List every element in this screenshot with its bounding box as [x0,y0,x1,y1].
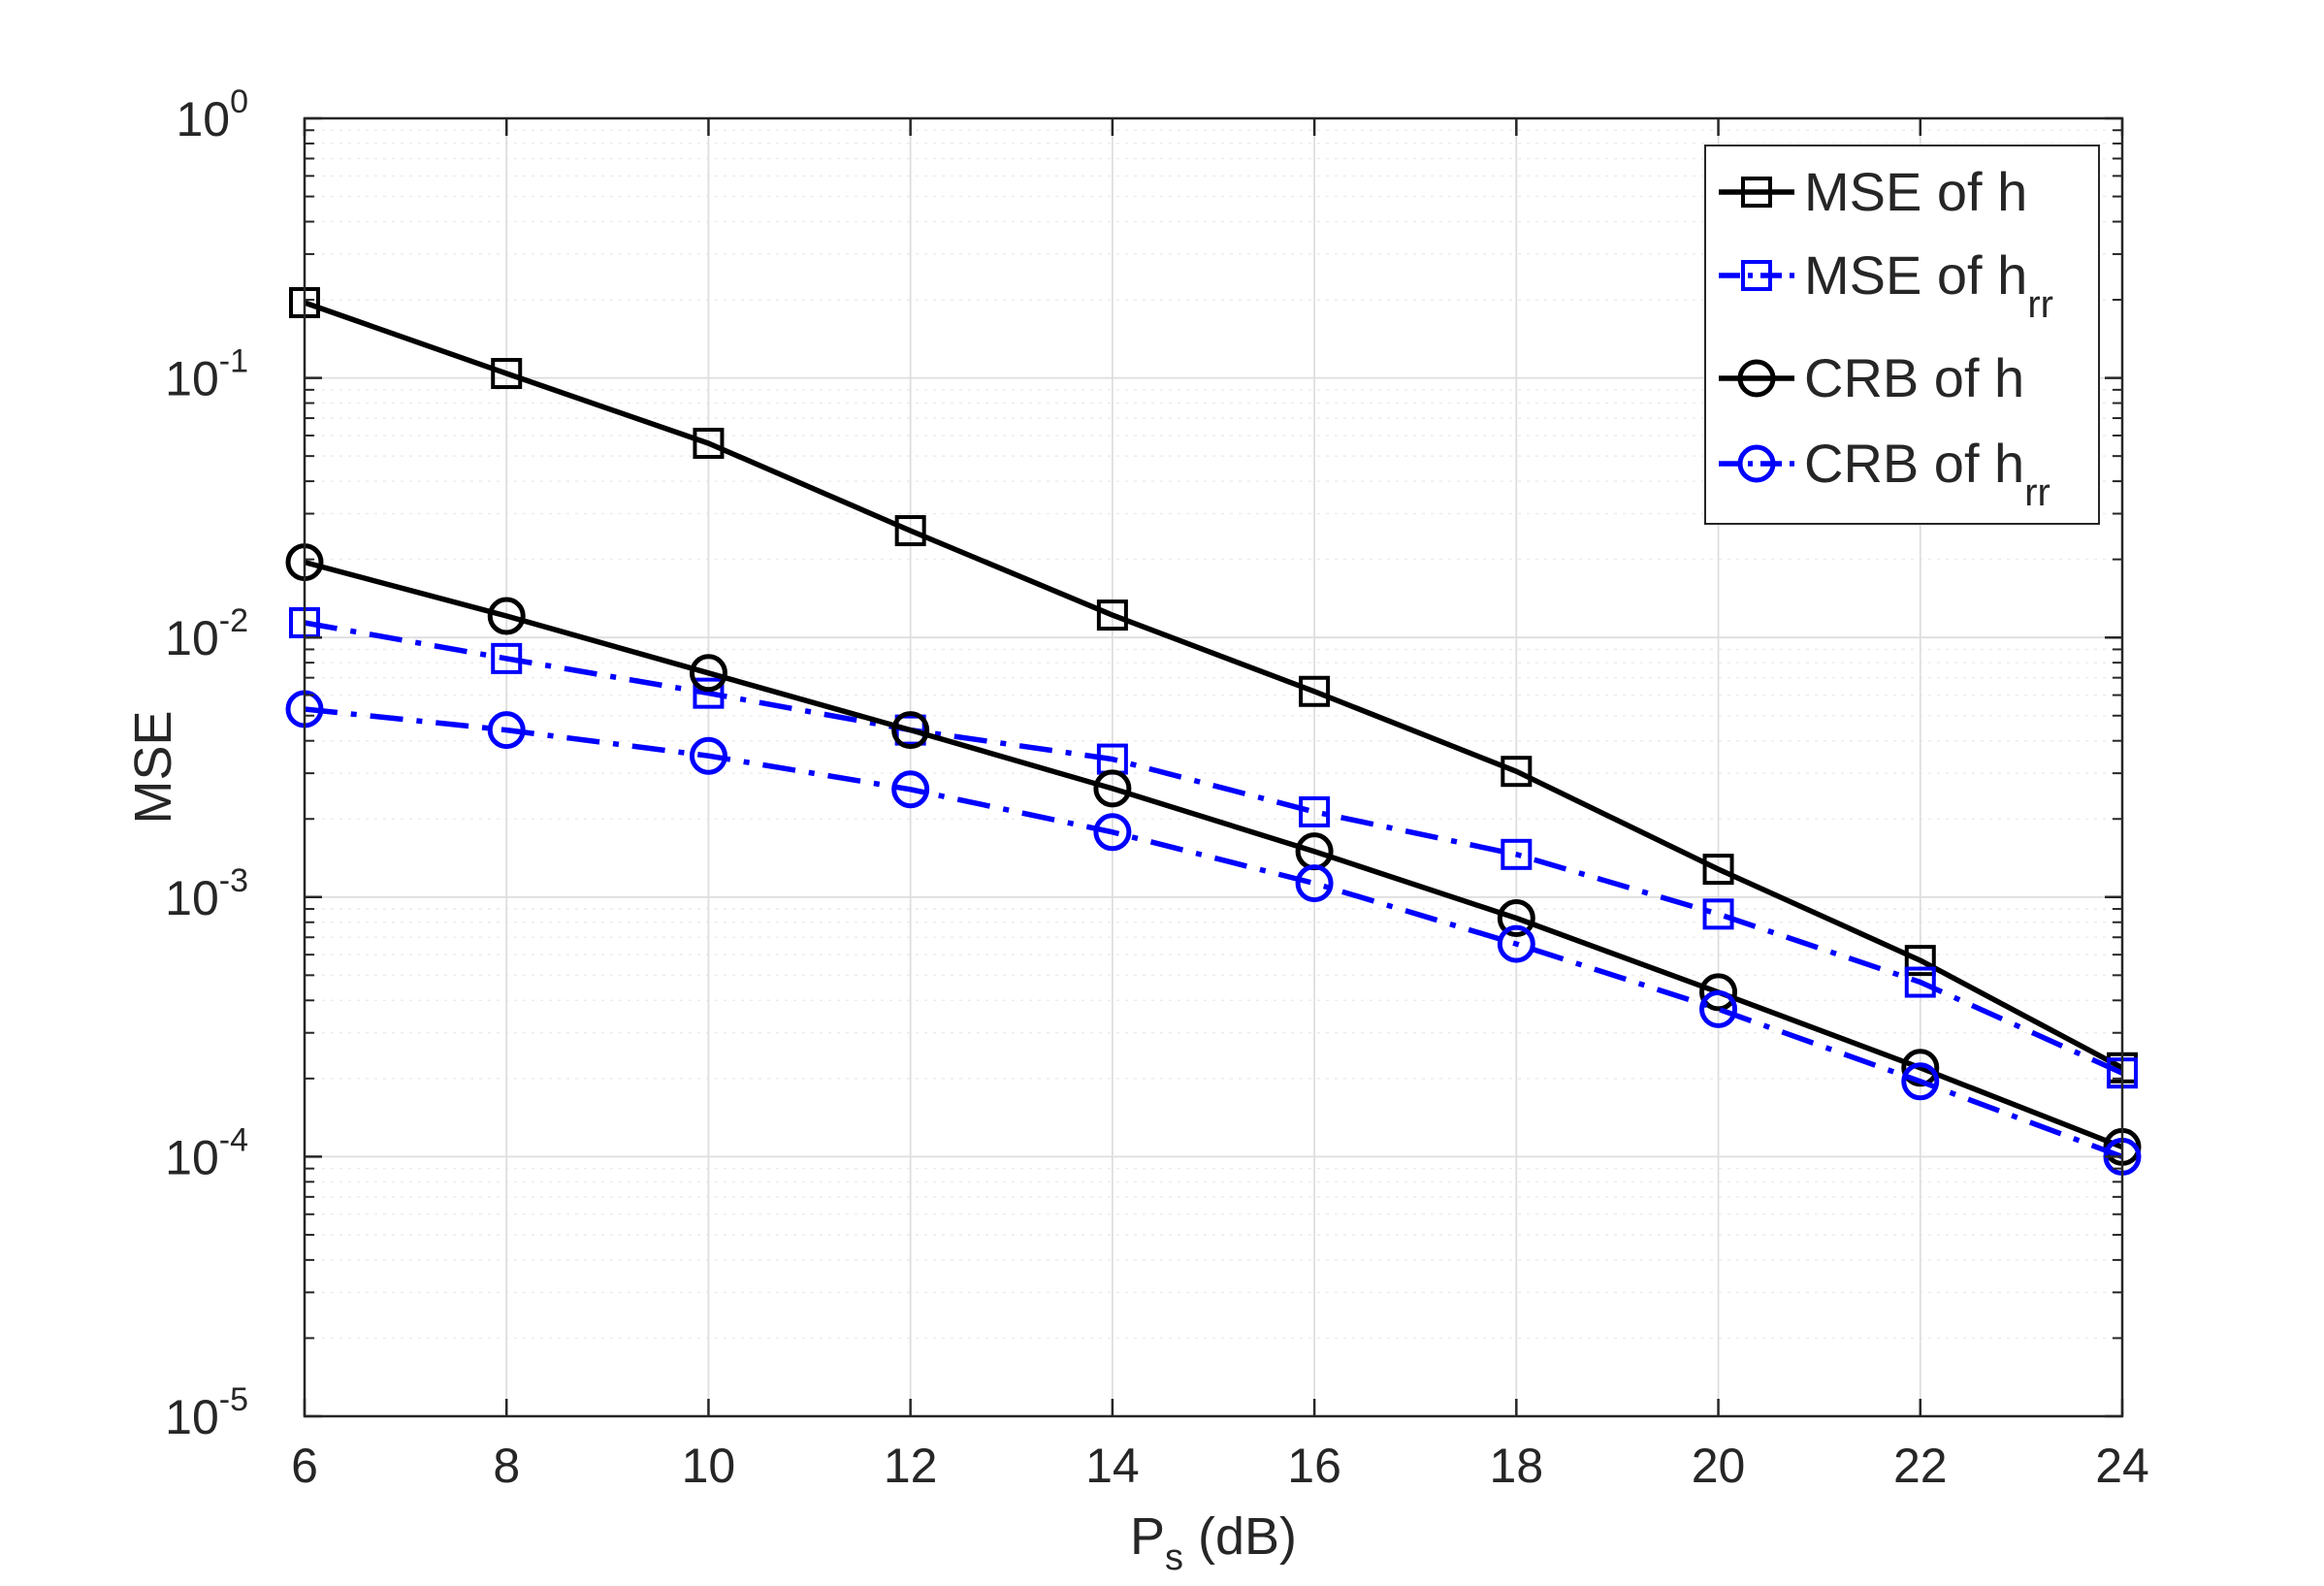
x-tick-label: 24 [2095,1439,2149,1493]
legend-label: MSE of hrr [1804,244,2053,326]
legend-label-subscript: rr [2027,283,2053,326]
data-point [891,711,930,750]
x-tick-label: 20 [1692,1439,1746,1493]
x-axis-label-unit: (dB) [1183,1507,1297,1566]
legend-label: CRB of h [1804,347,2024,408]
data-point [1093,769,1132,808]
data-point [693,677,725,709]
y-tick-label-exponent: -5 [219,1381,248,1418]
axes: 6 8 10 12 14 16 18 20 22 2410010-110-210-310-410-… [124,83,2149,1578]
y-tick-label-base: 10 [165,1390,219,1444]
x-axis-label-main: P [1130,1507,1165,1566]
series-2 [285,543,2142,1166]
legend-entry: CRB of h [1719,347,2024,408]
legend-label-subscript: rr [2024,471,2050,514]
series-line [304,620,2124,1076]
x-tick-label: 22 [1893,1439,1948,1493]
series-3 [285,690,2142,1176]
y-tick-label: 10-5 [165,1381,248,1444]
legend-marker [1741,177,1772,208]
data-point [1901,1062,1940,1101]
legend-label: MSE of h [1804,161,2027,222]
x-axis-label: Ps (dB) [1130,1507,1297,1578]
y-tick-label: 10-3 [165,862,248,925]
data-point [491,358,523,390]
data-point [1702,898,1734,930]
data-point [1699,973,1738,1012]
legend-entry: MSE of hrr [1719,244,2053,326]
legend-entry: CRB of hrr [1719,433,2050,514]
legend-label-main: CRB of h [1804,433,2024,494]
data-point [894,714,926,746]
data-point [1904,945,1936,977]
x-tick-label: 6 [291,1439,318,1493]
series-line [304,300,2124,1071]
y-tick-label-exponent: -3 [219,862,248,899]
x-tick-label: 18 [1490,1439,1544,1493]
data-point [689,654,727,693]
y-tick-label: 10-1 [165,343,248,406]
legend-label: CRB of hrr [1804,433,2050,514]
data-point [491,642,523,674]
legend-label-main: MSE of h [1804,244,2027,306]
x-tick-label: 16 [1287,1439,1341,1493]
data-point [1904,966,1936,998]
y-axis-label: MSE [124,710,182,824]
y-tick-label: 10-2 [165,602,248,665]
x-tick-label: 14 [1085,1439,1140,1493]
axes-box [303,116,2124,1418]
data-point [693,427,725,459]
x-tick-label: 12 [884,1439,938,1493]
data-point [1702,854,1734,886]
legend-marker [1737,444,1776,483]
legend-label-main: CRB of h [1804,347,2024,408]
data-point [1699,989,1738,1028]
x-axis-label-subscript: s [1165,1537,1183,1578]
data-point [1096,599,1128,631]
y-tick-label-base: 10 [165,352,219,406]
series-layer [285,286,2142,1176]
data-point [1901,1049,1940,1087]
x-tick-label: 8 [493,1439,520,1493]
y-tick-label-exponent: -1 [219,343,248,380]
y-tick-label-base: 10 [165,1130,219,1184]
y-tick-label-base: 10 [165,611,219,665]
data-point [487,711,526,750]
x-tick-label: 10 [682,1439,736,1493]
legend-marker [1737,359,1776,398]
y-tick-label: 100 [176,83,248,146]
data-point [1299,795,1331,827]
data-point [894,515,926,547]
y-tick-label-base: 10 [176,92,230,146]
series-line [304,559,2124,1149]
y-tick-label: 10-4 [165,1121,248,1184]
data-point [1295,864,1334,903]
data-point [1093,813,1132,852]
y-tick-label-base: 10 [165,871,219,925]
data-point [487,597,526,635]
data-point [1501,838,1533,870]
data-point [1497,924,1535,963]
data-point [689,736,727,775]
y-tick-label-exponent: 0 [230,83,248,120]
legend-marker [1741,260,1772,291]
legend-label-main: MSE of h [1804,161,2027,222]
series-1 [289,606,2138,1089]
data-point [1501,756,1533,788]
data-point [1299,675,1331,707]
y-tick-label-exponent: -4 [219,1121,248,1158]
data-point [891,770,930,809]
legend-entry: MSE of h [1719,161,2027,222]
data-point [1497,898,1535,937]
y-tick-label-exponent: -2 [219,602,248,639]
